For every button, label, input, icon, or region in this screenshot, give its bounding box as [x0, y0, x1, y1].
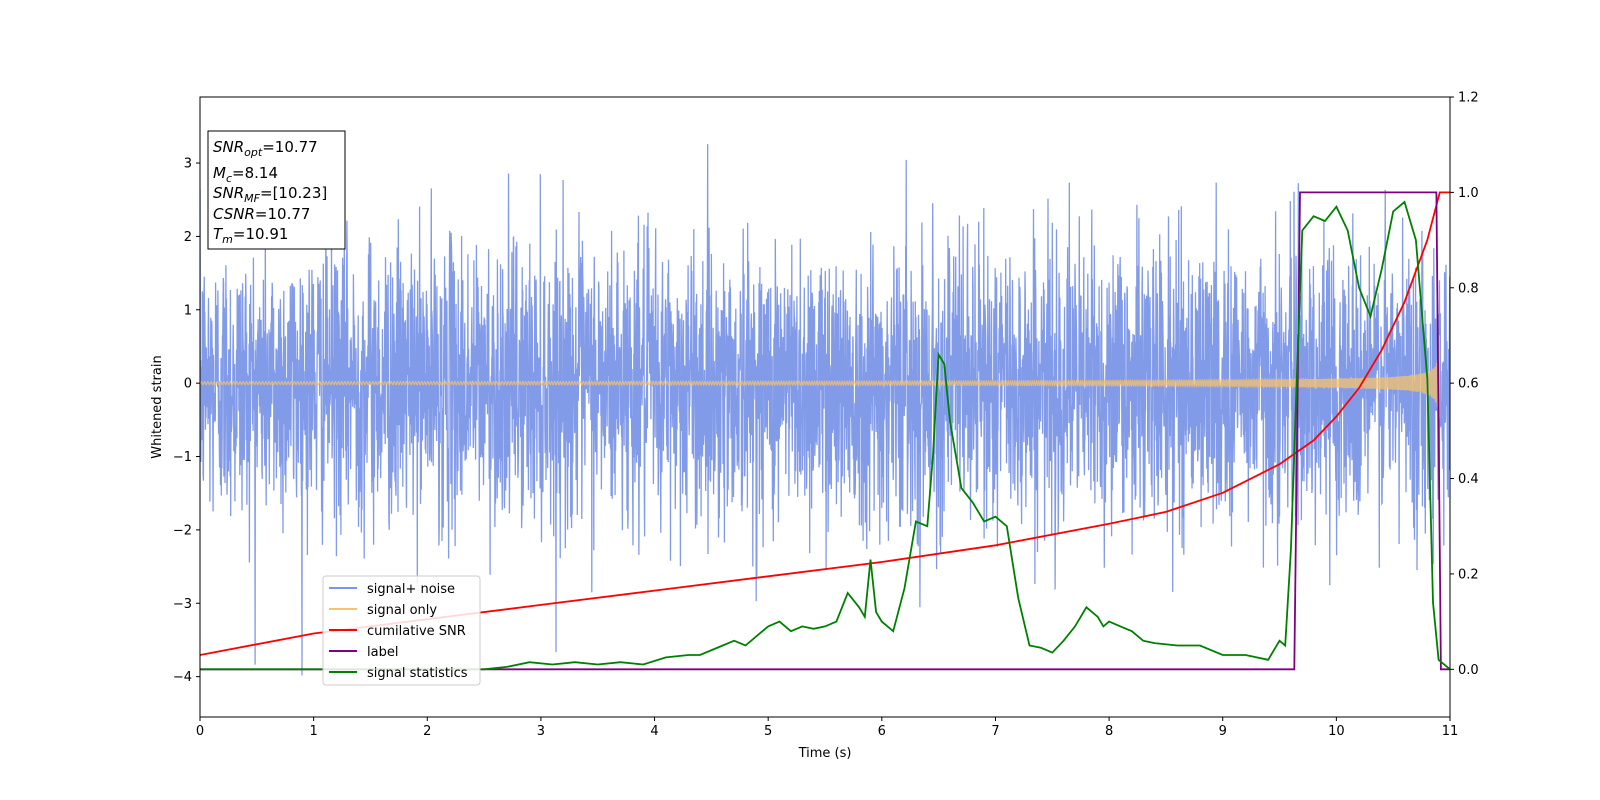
- x-axis-label: Time (s): [798, 746, 852, 761]
- annotation-snr-opt: SNRopt=10.77: [213, 138, 318, 159]
- x-tick-label: 10: [1328, 724, 1345, 739]
- x-tick-label: 0: [196, 724, 204, 739]
- x-tick-label: 7: [991, 724, 999, 739]
- series-signal-statistics: [200, 200, 1450, 671]
- annotation-csnr: CSNR=10.77: [213, 205, 310, 223]
- legend-label-signal-noise: signal+ noise: [367, 582, 455, 597]
- x-tick-label: 11: [1442, 724, 1459, 739]
- legend-frame: [322, 575, 481, 686]
- x-tick-label: 2: [423, 724, 431, 739]
- y-tick-label-right: 0.8: [1458, 281, 1479, 296]
- x-tick-label: 9: [1219, 724, 1227, 739]
- y-tick-label-left: 3: [184, 157, 192, 172]
- annotation-snr-mf: SNRMF=[10.23]: [213, 184, 327, 205]
- x-tick-label: 3: [537, 724, 545, 739]
- y-tick-label-left: −3: [173, 597, 192, 612]
- y-tick-label-left: 0: [184, 377, 192, 392]
- y-tick-label-left: −4: [173, 670, 192, 685]
- annotation-tm: Tm=10.91: [213, 225, 288, 246]
- legend-label-label: label: [367, 645, 398, 660]
- y-tick-label-right: 1.2: [1458, 91, 1479, 106]
- y-tick-label-right: 1.0: [1458, 186, 1479, 201]
- x-tick-label: 8: [1105, 724, 1113, 739]
- y-tick-label-left: 2: [184, 230, 192, 245]
- y-tick-label-right: 0.6: [1458, 377, 1479, 392]
- x-tick-label: 4: [650, 724, 658, 739]
- y-axis-label: Whitened strain: [150, 355, 165, 458]
- legend-label-signal-only: signal only: [367, 603, 437, 618]
- plot-frame: [199, 96, 1451, 718]
- annotation-box: SNRopt=10.77 Mc=8.14 SNRMF=[10.23] CSNR=…: [207, 130, 346, 250]
- y-tick-label-left: 1: [184, 303, 192, 318]
- legend-label-cumulative-snr: cumilative SNR: [367, 624, 466, 639]
- y-tick-label-right: 0.2: [1458, 567, 1479, 582]
- y-tick-label-right: 0.4: [1458, 472, 1479, 487]
- annotation-mc: Mc=8.14: [213, 164, 278, 185]
- x-tick-label: 1: [309, 724, 317, 739]
- y-tick-label-left: −2: [173, 523, 192, 538]
- legend-label-signal-statistics: signal statistics: [367, 666, 468, 681]
- x-tick-label: 5: [764, 724, 772, 739]
- series-label: [200, 191, 1450, 671]
- y-tick-label-left: −1: [173, 450, 192, 465]
- legend: signal+ noise signal only cumilative SNR…: [322, 575, 481, 686]
- series-cumulative-snr: [200, 191, 1450, 656]
- series-signal-only: [200, 335, 1441, 419]
- y-tick-label-right: 0.0: [1458, 663, 1479, 678]
- x-tick-label: 6: [878, 724, 886, 739]
